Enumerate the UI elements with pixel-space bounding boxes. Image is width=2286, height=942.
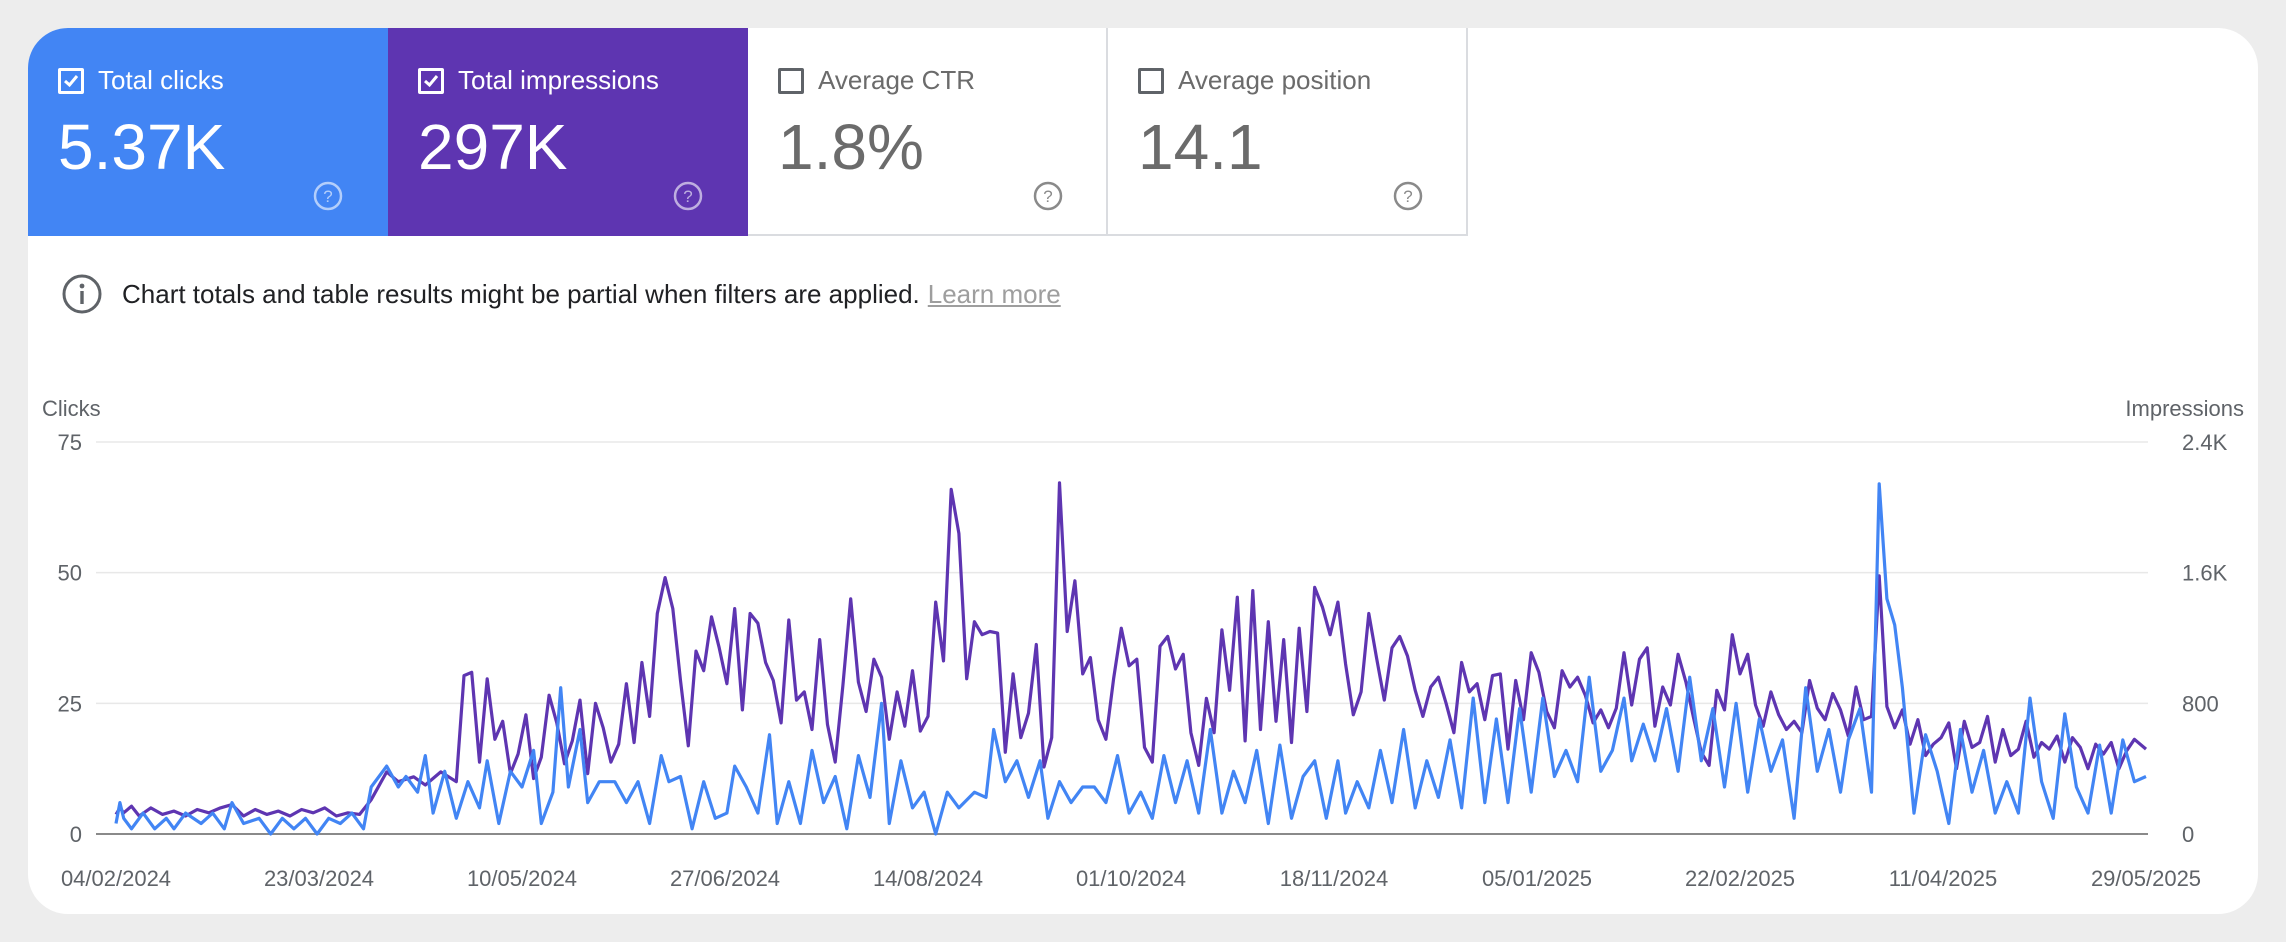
x-tick-label: 05/01/2025 [1482,866,1592,891]
x-tick-label: 04/02/2024 [61,866,171,891]
metric-value: 14.1 [1138,111,1263,183]
metric-card-total-impressions[interactable]: Total impressions 297K ? [388,28,748,236]
x-tick-label: 14/08/2024 [873,866,983,891]
y-tick-left: 25 [58,691,82,716]
help-icon[interactable]: ? [672,180,704,212]
checkbox-total-clicks[interactable] [58,68,84,94]
metric-value: 5.37K [58,111,226,183]
checkbox-average-ctr[interactable] [778,68,804,94]
chart-grid [96,441,2148,835]
x-tick-label: 10/05/2024 [467,866,577,891]
y-tick-right: 800 [2182,691,2219,716]
help-icon[interactable]: ? [312,180,344,212]
checkmark-icon [424,75,439,88]
notice-text: Chart totals and table results might be … [122,278,920,309]
learn-more-link[interactable]: Learn more [927,278,1061,309]
y-tick-left: 50 [58,561,82,586]
checkbox-average-position[interactable] [1138,68,1164,94]
info-icon [62,274,102,314]
metric-label: Total impressions [458,65,659,95]
metric-cards: Total clicks 5.37K ? Total impressions 2… [28,28,1468,236]
y-tick-right: 1.6K [2182,561,2228,586]
checkbox-total-impressions[interactable] [418,68,444,94]
x-tick-label: 18/11/2024 [1280,866,1388,891]
checkmark-icon [64,75,79,88]
y-tick-left: 75 [58,430,82,455]
metric-card-average-ctr[interactable]: Average CTR 1.8% ? [748,28,1108,236]
performance-chart: Clicks Impressions 0 0 25 800 50 1.6K 75 2.4K 04… [42,396,2244,891]
x-tick-label: 23/03/2024 [264,866,374,891]
metric-label: Total clicks [98,65,224,95]
metric-value: 297K [418,111,568,183]
series-line-clicks [114,482,2147,836]
help-icon[interactable]: ? [1392,180,1424,212]
y-tick-right: 2.4K [2182,430,2228,455]
x-tick-label: 01/10/2024 [1076,866,1186,891]
svg-text:?: ? [323,187,332,206]
svg-text:?: ? [1403,187,1412,206]
x-tick-label: 27/06/2024 [670,866,780,891]
help-icon[interactable]: ? [1032,180,1064,212]
metric-card-total-clicks[interactable]: Total clicks 5.37K ? [28,28,388,236]
x-tick-label: 29/05/2025 [2091,866,2201,891]
svg-text:?: ? [683,187,692,206]
filter-notice: Chart totals and table results might be … [60,272,1061,316]
svg-text:?: ? [1043,187,1052,206]
y-axis-left-label: Clicks [42,396,101,421]
metric-card-average-position[interactable]: Average position 14.1 ? [1108,28,1468,236]
y-tick-left: 0 [70,822,82,847]
metric-label: Average position [1178,65,1372,95]
x-tick-label: 22/02/2025 [1685,866,1795,891]
chart-series [114,481,2148,836]
metric-label: Average CTR [818,65,976,95]
axis-ticks: 0 0 25 800 50 1.6K 75 2.4K 04/02/2024 23/03/2024 1… [58,430,2228,891]
y-axis-right-label: Impressions [2125,396,2244,421]
y-tick-right: 0 [2182,822,2194,847]
metric-value: 1.8% [778,111,924,183]
x-tick-label: 11/04/2025 [1889,866,1997,891]
series-line-impressions [114,481,2148,818]
performance-panel: Total clicks 5.37K ? Total impressions 2… [28,28,2258,914]
